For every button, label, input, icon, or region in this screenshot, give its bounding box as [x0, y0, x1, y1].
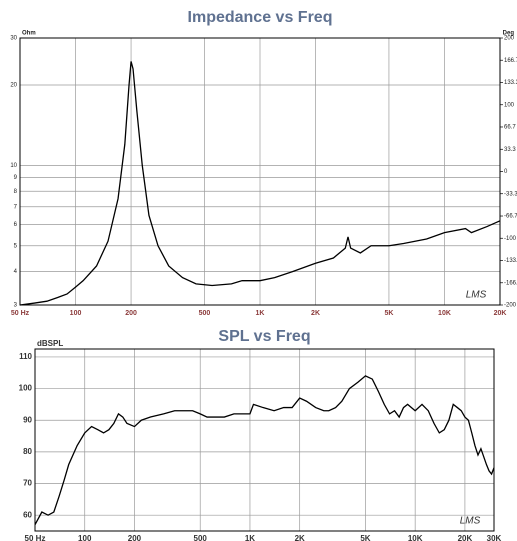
y-tick-label: 100	[19, 384, 33, 393]
y2-tick-label: -200	[504, 303, 517, 309]
x-tick-label: 500	[199, 310, 211, 317]
x-tick-label: 10K	[438, 310, 451, 317]
y-tick-label: 10	[10, 163, 17, 169]
y-tick-label: 9	[14, 175, 18, 181]
data-line	[34, 375, 495, 525]
plot-frame	[34, 348, 495, 532]
x-tick-label: 10K	[408, 534, 423, 541]
y2-tick-label: -166.7	[504, 280, 517, 286]
x-tick-label: 5K	[384, 310, 393, 317]
y2-tick-label: -100	[504, 236, 517, 242]
x-tick-label: 100	[70, 310, 82, 317]
watermark: LMS	[466, 290, 487, 301]
x-tick-label: 20K	[458, 534, 473, 541]
x-tick-label: 200	[125, 310, 137, 317]
x-tick-label: 5K	[360, 534, 370, 541]
x-tick-label: 50 Hz	[11, 310, 30, 317]
x-tick-label: 50 Hz	[25, 534, 46, 541]
y-tick-label: 3	[14, 303, 18, 309]
x-tick-label: 30K	[487, 534, 502, 541]
x-tick-label: 200	[128, 534, 142, 541]
y2-tick-label: -66.7	[504, 214, 517, 220]
y2-tick-label: -133.3	[504, 258, 517, 264]
y2-tick-label: 33.3	[504, 147, 516, 153]
y-tick-label: 30	[10, 36, 17, 42]
y-tick-label: 4	[14, 269, 18, 275]
y2-tick-label: 200	[504, 36, 515, 42]
plot-frame	[19, 37, 501, 306]
y-tick-label: 7	[14, 204, 18, 210]
y-tick-label: 110	[19, 352, 32, 361]
watermark: LMS	[460, 516, 481, 527]
y-tick-label: 8	[14, 189, 18, 195]
x-tick-label: 2K	[295, 534, 305, 541]
y-tick-label: 20	[10, 83, 17, 89]
y-tick-label: 6	[14, 222, 18, 228]
y2-tick-label: 166.7	[504, 58, 517, 64]
y-tick-label: 60	[23, 510, 32, 519]
y2-tick-label: -33.3	[504, 191, 517, 197]
y2-tick-label: 100	[504, 102, 515, 108]
x-tick-label: 20K	[494, 310, 507, 317]
y2-tick-label: 0	[504, 169, 508, 175]
x-tick-label: 500	[194, 534, 208, 541]
y-axis-label: Ohm	[22, 31, 36, 37]
x-tick-label: 2K	[311, 310, 320, 317]
y2-tick-label: 66.7	[504, 125, 516, 131]
y2-tick-label: 133.3	[504, 80, 517, 86]
chart-title: Impedance vs Freq	[188, 9, 333, 26]
y-tick-label: 5	[14, 243, 18, 249]
y-axis-label: dBSPL	[37, 339, 63, 348]
y-tick-label: 90	[23, 415, 32, 424]
y2-axis-label: Deg	[503, 31, 515, 37]
y-tick-label: 80	[23, 447, 32, 456]
x-tick-label: 1K	[245, 534, 255, 541]
data-line	[19, 61, 501, 306]
y-tick-label: 70	[23, 479, 32, 488]
x-tick-label: 1K	[256, 310, 265, 317]
x-tick-label: 100	[78, 534, 92, 541]
chart-title: SPL vs Freq	[218, 328, 310, 345]
